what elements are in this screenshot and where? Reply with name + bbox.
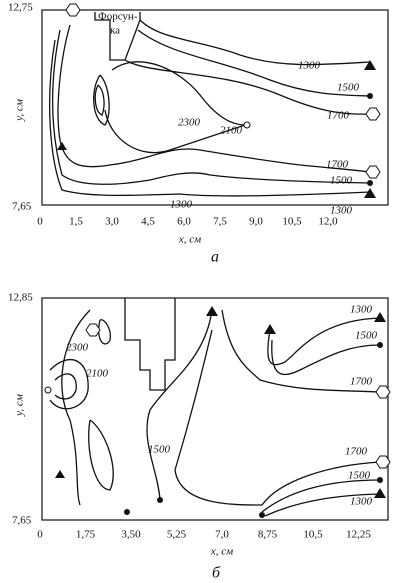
x-tick-label: 3,50 xyxy=(121,529,141,541)
contour-label: 1300 xyxy=(170,199,193,211)
x-tick-label: 5,25 xyxy=(167,529,187,541)
x-tick-label: 10,5 xyxy=(282,216,302,228)
markers xyxy=(57,3,381,198)
y-bottom-label: 7,65 xyxy=(12,201,32,213)
y-bottom-label: 7,65 xyxy=(12,515,32,527)
plot-frame xyxy=(41,9,389,206)
contour-label: 1700 xyxy=(345,446,368,458)
x-tick-label: 10,5 xyxy=(303,529,323,541)
contour-label: 1700 xyxy=(326,159,349,171)
contour-label: 1500 xyxy=(148,444,171,456)
caption: а xyxy=(211,249,219,266)
plot-frame xyxy=(41,297,389,521)
x-tick-label: 0 xyxy=(37,529,43,541)
y-axis-label: y, см xyxy=(14,394,26,417)
x-tick-label: 12,0 xyxy=(318,216,338,228)
caption: б xyxy=(212,565,221,582)
contour-label: 1300 xyxy=(350,496,373,508)
x-tick-label: 1,75 xyxy=(76,529,96,541)
contour-label: 1500 xyxy=(348,470,371,482)
contour-label: 2300 xyxy=(178,117,201,129)
x-tick-label: 8,75 xyxy=(258,529,278,541)
contour-label: 1500 xyxy=(355,330,378,342)
contour-label: 2300 xyxy=(66,342,89,354)
x-tick-label: 4,5 xyxy=(141,216,155,228)
x-ticks: 0 1,75 3,50 5,25 7,0 8,75 10,5 12,25 xyxy=(37,529,371,541)
x-tick-label: 3,0 xyxy=(105,216,119,228)
nozzle-label: Форсун- xyxy=(98,11,138,23)
contours xyxy=(49,298,381,517)
contour-label: 1300 xyxy=(298,60,321,72)
y-top-label: 12,75 xyxy=(8,2,33,14)
contour-label: 1300 xyxy=(350,304,373,316)
contour-label: 2100 xyxy=(86,368,109,380)
x-tick-label: 12,25 xyxy=(346,529,371,541)
y-top-label: 12,85 xyxy=(8,292,33,304)
x-tick-label: 1,5 xyxy=(69,216,83,228)
x-ticks: 0 1,5 3,0 4,5 6,0 7,5 9,0 10,5 12,0 xyxy=(37,216,338,228)
markers xyxy=(44,306,391,518)
contour-label: 1300 xyxy=(330,205,353,217)
x-tick-label: 7,0 xyxy=(215,529,229,541)
nozzle-label: ка xyxy=(110,25,120,37)
x-axis-label: x, см xyxy=(178,234,201,246)
x-tick-label: 0 xyxy=(37,216,43,228)
x-tick-label: 6,0 xyxy=(177,216,191,228)
contour-label: 1700 xyxy=(327,110,350,122)
x-axis-label: x, см xyxy=(210,546,233,558)
x-tick-label: 9,0 xyxy=(249,216,263,228)
contour-label: 1500 xyxy=(337,82,360,94)
contours xyxy=(49,12,371,197)
contour-label: 1500 xyxy=(330,175,353,187)
contour-label: 1700 xyxy=(350,376,373,388)
contour-label: 2100 xyxy=(220,125,243,137)
x-tick-label: 7,5 xyxy=(213,216,227,228)
y-axis-label: y, см xyxy=(14,99,26,122)
